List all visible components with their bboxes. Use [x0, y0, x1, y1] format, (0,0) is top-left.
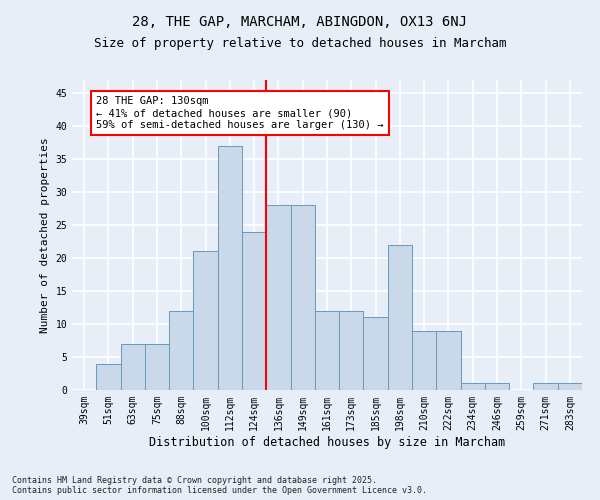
- Bar: [242, 232, 266, 390]
- Bar: [290, 206, 315, 390]
- Bar: [436, 330, 461, 390]
- Bar: [364, 318, 388, 390]
- Bar: [169, 311, 193, 390]
- Text: 28, THE GAP, MARCHAM, ABINGDON, OX13 6NJ: 28, THE GAP, MARCHAM, ABINGDON, OX13 6NJ: [133, 15, 467, 29]
- Bar: [315, 311, 339, 390]
- Bar: [96, 364, 121, 390]
- Y-axis label: Number of detached properties: Number of detached properties: [40, 137, 50, 333]
- Bar: [145, 344, 169, 390]
- Bar: [193, 252, 218, 390]
- Bar: [412, 330, 436, 390]
- Bar: [461, 384, 485, 390]
- Text: Contains HM Land Registry data © Crown copyright and database right 2025.
Contai: Contains HM Land Registry data © Crown c…: [12, 476, 427, 495]
- X-axis label: Distribution of detached houses by size in Marcham: Distribution of detached houses by size …: [149, 436, 505, 448]
- Bar: [388, 245, 412, 390]
- Text: 28 THE GAP: 130sqm
← 41% of detached houses are smaller (90)
59% of semi-detache: 28 THE GAP: 130sqm ← 41% of detached hou…: [96, 96, 384, 130]
- Bar: [339, 311, 364, 390]
- Bar: [121, 344, 145, 390]
- Bar: [218, 146, 242, 390]
- Bar: [485, 384, 509, 390]
- Bar: [533, 384, 558, 390]
- Bar: [558, 384, 582, 390]
- Bar: [266, 206, 290, 390]
- Text: Size of property relative to detached houses in Marcham: Size of property relative to detached ho…: [94, 38, 506, 51]
